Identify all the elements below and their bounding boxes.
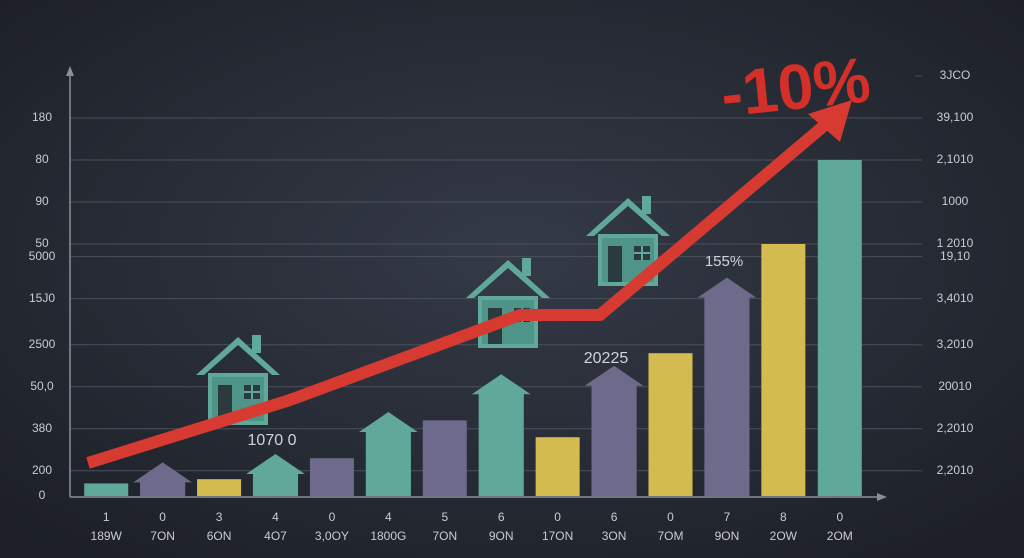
- y2-tick-label: 2,2010: [937, 463, 974, 477]
- bar: [422, 420, 467, 496]
- axis-arrow: [877, 493, 887, 501]
- x-tick-label: 5: [441, 510, 448, 524]
- x-tick-sublabel: 2OM: [827, 529, 853, 543]
- y2-tick-label: 19,10: [940, 249, 970, 263]
- x-tick-sublabel: 17ON: [542, 529, 573, 543]
- y2-tick-label: 39,100: [937, 110, 974, 124]
- x-tick-label: 6: [498, 510, 505, 524]
- y2-tick-label: 3JCO: [940, 68, 971, 82]
- x-tick-sublabel: 1800G: [370, 529, 406, 543]
- x-tick-label: 0: [554, 510, 561, 524]
- bar: [197, 479, 242, 496]
- bar: [471, 374, 531, 496]
- y-tick-label: 5000: [29, 249, 56, 263]
- x-tick-label: 0: [159, 510, 166, 524]
- x-tick-label: 7: [724, 510, 731, 524]
- y-tick-label: 50: [35, 236, 49, 250]
- x-tick-sublabel: 7ON: [150, 529, 175, 543]
- bar: [535, 437, 580, 496]
- bar: [697, 277, 757, 496]
- trend-arrow-head: [808, 100, 852, 142]
- bar: [309, 458, 354, 496]
- x-tick-sublabel: 4O7: [264, 529, 287, 543]
- y-tick-label: 80: [35, 152, 49, 166]
- bar: [817, 160, 862, 496]
- y2-tick-label: 2,1010: [937, 152, 974, 166]
- bar: [359, 412, 418, 496]
- annotation: 1070 0: [248, 432, 297, 449]
- y-tick-label: 90: [35, 194, 49, 208]
- y-tick-label: 15J0: [29, 291, 55, 305]
- bar: [84, 483, 129, 496]
- trend-arrow: [86, 119, 830, 469]
- x-tick-sublabel: 9ON: [489, 529, 514, 543]
- annotation: -10%: [717, 43, 873, 130]
- x-tick-label: 0: [329, 510, 336, 524]
- x-tick-sublabel: 189W: [91, 529, 123, 543]
- y2-tick-label: 3,4010: [937, 291, 974, 305]
- x-tick-label: 4: [385, 510, 392, 524]
- x-tick-sublabel: 2OW: [770, 529, 798, 543]
- y2-tick-label: 3,2010: [937, 337, 974, 351]
- x-tick-sublabel: 7OM: [657, 529, 683, 543]
- x-tick-sublabel: 9ON: [715, 529, 740, 543]
- x-tick-sublabel: 7ON: [432, 529, 457, 543]
- y-tick-label: 200: [32, 463, 52, 477]
- bar: [761, 244, 806, 496]
- x-tick-label: 0: [667, 510, 674, 524]
- x-tick-sublabel: 3ON: [602, 529, 627, 543]
- x-tick-label: 8: [780, 510, 787, 524]
- x-tick-sublabel: 3,0OY: [315, 529, 349, 543]
- y-tick-label: 180: [32, 110, 52, 124]
- x-tick-label: 0: [836, 510, 843, 524]
- axis-arrow: [66, 66, 74, 76]
- annotation: 155%: [705, 253, 743, 270]
- annotation: 20225: [584, 350, 629, 367]
- bar: [133, 462, 192, 496]
- x-tick-sublabel: 6ON: [207, 529, 232, 543]
- y2-tick-label: 2,2010: [937, 421, 974, 435]
- x-tick-label: 6: [611, 510, 618, 524]
- y2-tick-label: 1000: [942, 194, 969, 208]
- y-tick-label: 2500: [29, 337, 56, 351]
- y-tick-label: 50,0: [30, 379, 54, 393]
- bar: [246, 454, 305, 496]
- y-tick-label: 380: [32, 421, 52, 435]
- y-tick-label: 0: [39, 488, 46, 502]
- y2-tick-label: 1 2010: [937, 236, 974, 250]
- bar: [584, 365, 644, 496]
- x-tick-label: 3: [216, 510, 223, 524]
- x-tick-label: 4: [272, 510, 279, 524]
- x-tick-label: 1: [103, 510, 110, 524]
- y2-tick-label: 20010: [938, 379, 972, 393]
- bar: [648, 353, 693, 496]
